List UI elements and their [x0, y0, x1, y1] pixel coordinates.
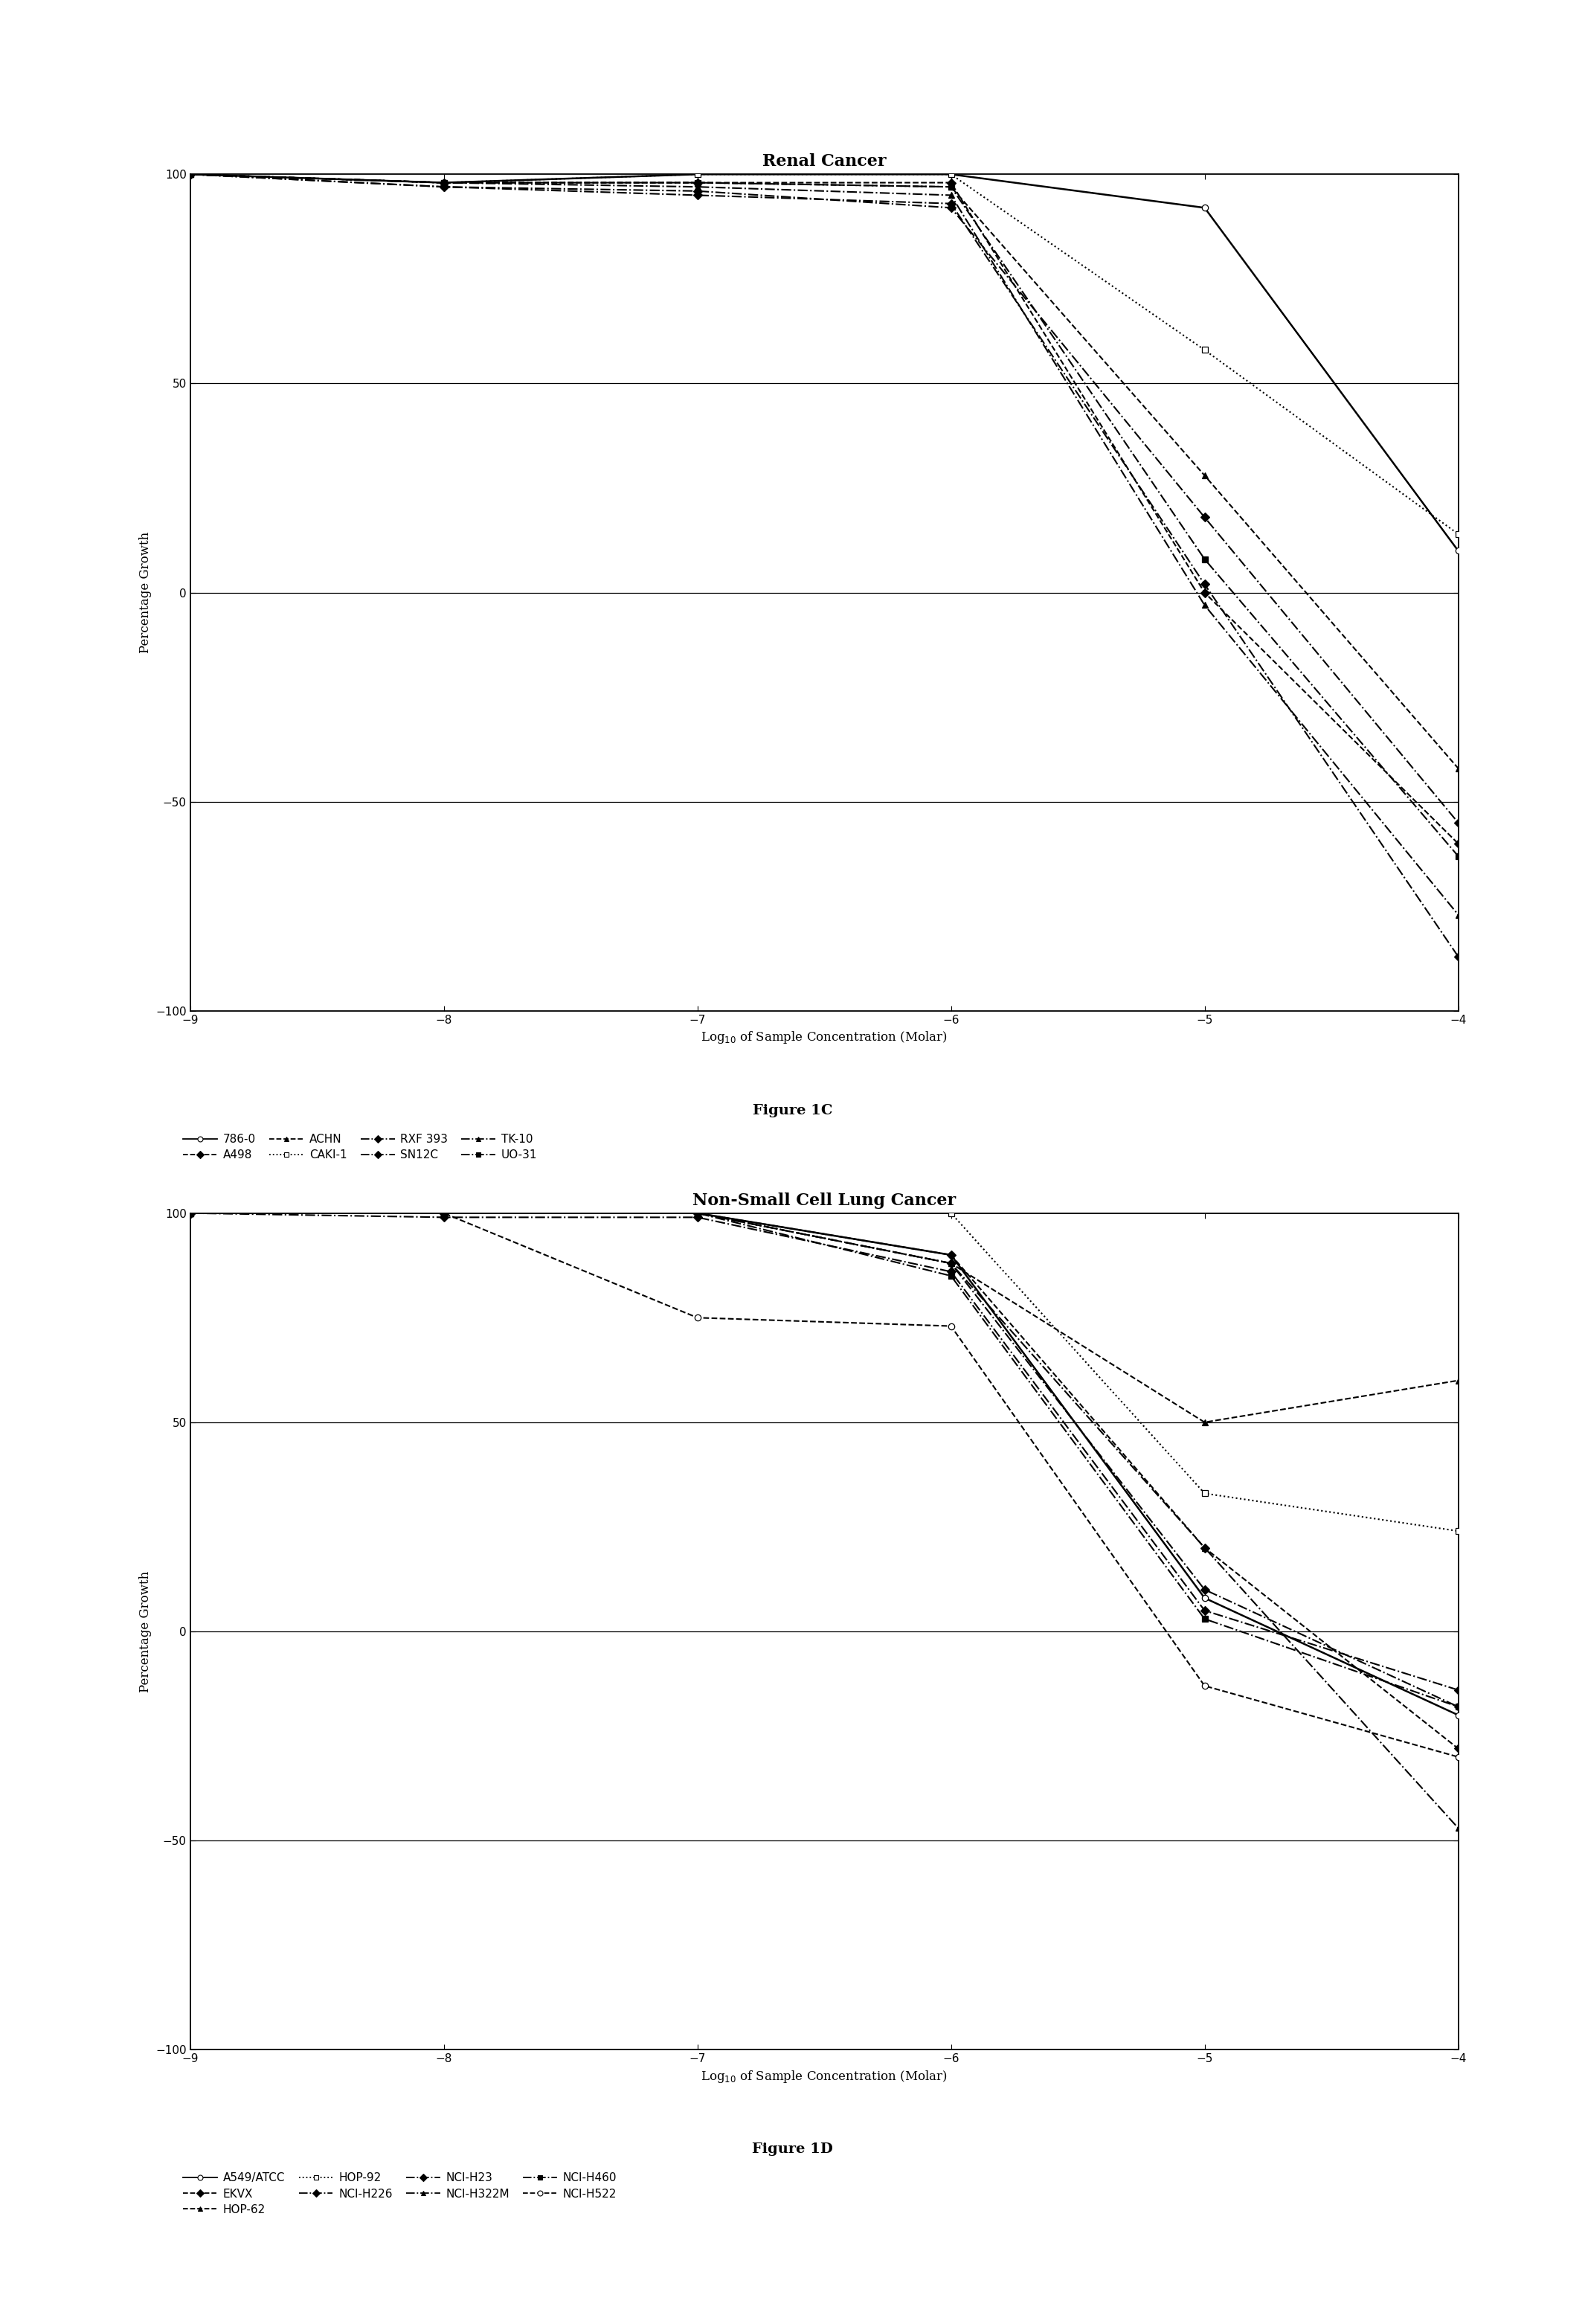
Legend: 786-0, A498, ACHN, CAKI-1, RXF 393, SN12C, TK-10, UO-31: 786-0, A498, ACHN, CAKI-1, RXF 393, SN12…	[184, 1134, 537, 1160]
X-axis label: Log$_{10}$ of Sample Concentration (Molar): Log$_{10}$ of Sample Concentration (Mola…	[701, 2068, 948, 2085]
Y-axis label: Percentage Growth: Percentage Growth	[139, 1571, 152, 1692]
Title: Non-Small Cell Lung Cancer: Non-Small Cell Lung Cancer	[693, 1192, 956, 1208]
Title: Renal Cancer: Renal Cancer	[762, 153, 886, 170]
Text: Figure 1D: Figure 1D	[751, 2143, 834, 2157]
Text: Figure 1C: Figure 1C	[753, 1104, 832, 1118]
Legend: A549/ATCC, EKVX, HOP-62, HOP-92, NCI-H226, NCI-H23, NCI-H322M, NCI-H460, NCI-H52: A549/ATCC, EKVX, HOP-62, HOP-92, NCI-H22…	[184, 2173, 617, 2215]
X-axis label: Log$_{10}$ of Sample Concentration (Molar): Log$_{10}$ of Sample Concentration (Mola…	[701, 1030, 948, 1046]
Y-axis label: Percentage Growth: Percentage Growth	[139, 532, 152, 653]
